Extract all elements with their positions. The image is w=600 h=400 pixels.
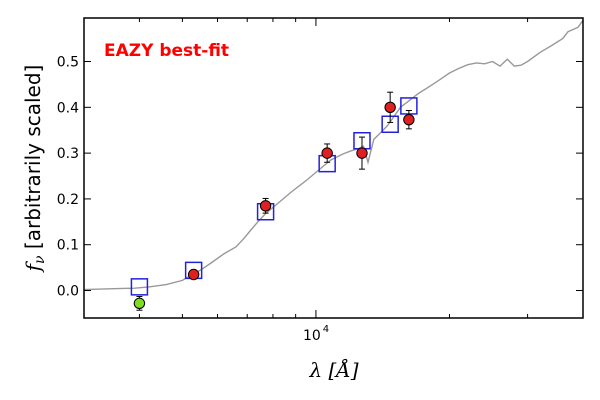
model-layer <box>130 97 418 296</box>
y-tick-label: 0.2 <box>57 192 79 208</box>
y-axis-label-text: [arbitrarily scaled] <box>21 65 45 256</box>
y-tick-label: 0.3 <box>57 146 79 162</box>
x-tick-label: 10 <box>303 328 321 344</box>
y-tick-label: 0.0 <box>57 284 79 300</box>
chart-annotation: EAZY best-fit <box>104 41 229 61</box>
y-tick-label: 0.4 <box>57 100 79 116</box>
y-tick-label: 0.5 <box>57 55 79 71</box>
axis-ticks: 0.0 0.1 0.2 0.3 0.4 0.5 10 4 <box>57 18 584 344</box>
x-axis-label-main: λ [ <box>308 358 336 382</box>
data-point <box>133 297 146 310</box>
template-spectrum-line <box>83 19 584 291</box>
data-point <box>259 200 272 212</box>
data-point <box>187 268 200 281</box>
x-tick-label-exponent: 4 <box>323 324 329 335</box>
data-point <box>321 147 333 159</box>
x-axis-label: λ [Å] <box>308 357 358 382</box>
model-square-marker <box>130 278 149 296</box>
y-axis-label-sub: ν <box>32 255 48 264</box>
y-axis-label: fν [arbitrarily scaled] <box>21 65 48 274</box>
x-axis-label-unit: Å <box>334 357 350 382</box>
data-point <box>384 101 396 114</box>
plot-frame <box>83 17 584 319</box>
observed-layer <box>133 91 415 311</box>
x-axis-label-close: ] <box>350 358 359 382</box>
data-point <box>356 147 368 159</box>
template-layer <box>83 19 584 291</box>
data-point <box>403 113 415 126</box>
y-tick-label: 0.1 <box>57 238 79 254</box>
